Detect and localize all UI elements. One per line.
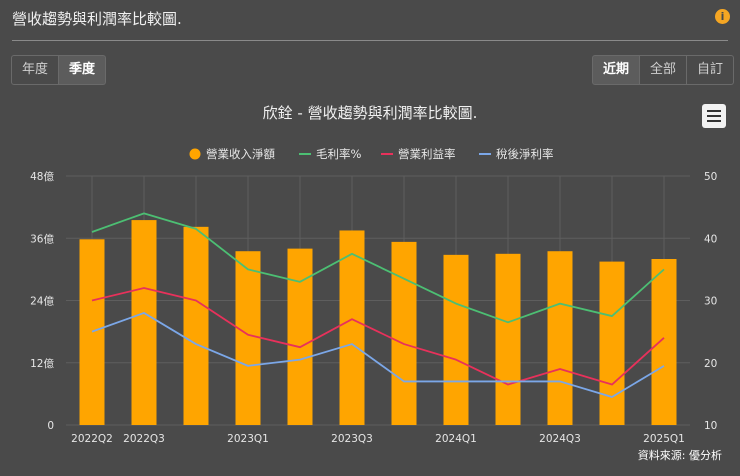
info-icon[interactable]: i [715, 9, 730, 24]
x-tick-3: 2023Q1 [227, 433, 269, 445]
y-left-tick-4: 48億 [30, 170, 54, 183]
revenue-bar-4 [287, 248, 313, 425]
revenue-bar-9 [547, 251, 573, 425]
revenue-bar-5 [339, 230, 365, 425]
tab-custom[interactable]: 自訂 [686, 55, 734, 85]
y-right-tick-2: 30 [704, 296, 717, 308]
page-title: 營收趨勢與利潤率比較圖. [12, 10, 182, 28]
x-tick-11: 2025Q1 [643, 433, 685, 445]
tab-all[interactable]: 全部 [639, 55, 687, 85]
x-tick-5: 2023Q3 [331, 433, 373, 445]
revenue-bar-7 [443, 254, 469, 425]
legend-label-0: 營業收入淨額 [206, 147, 275, 161]
hamburger-menu-icon[interactable] [702, 104, 726, 128]
y-right-tick-3: 40 [704, 233, 717, 245]
source-credit: 資料來源: 優分析 [638, 448, 722, 462]
x-tick-9: 2024Q3 [539, 433, 581, 445]
header-divider [12, 40, 728, 41]
y-right-tick-0: 10 [704, 420, 717, 432]
revenue-bar-11 [651, 259, 677, 425]
y-left-tick-3: 36億 [30, 232, 54, 245]
operating-margin-line [91, 287, 665, 386]
tab-recent[interactable]: 近期 [591, 55, 640, 85]
net-margin-line [91, 312, 665, 398]
y-left-tick-1: 12億 [30, 357, 54, 370]
legend-label-1: 毛利率% [316, 147, 361, 161]
x-tick-1: 2022Q3 [123, 433, 165, 445]
revenue-bar-1 [131, 220, 157, 425]
legend-label-3: 稅後淨利率 [496, 147, 554, 161]
legend-label-2: 營業利益率 [398, 147, 456, 161]
legend-marker-0 [189, 148, 201, 160]
y-left-tick-2: 24億 [30, 295, 54, 308]
y-right-tick-1: 20 [704, 358, 717, 370]
revenue-bar-0 [79, 239, 105, 425]
tab-quarterly[interactable]: 季度 [59, 55, 107, 85]
revenue-bar-8 [495, 253, 521, 425]
tab-annual[interactable]: 年度 [11, 55, 60, 85]
period-toggle: 年度 季度 [11, 55, 107, 85]
revenue-bar-2 [183, 226, 209, 425]
chart-title: 欣銓 - 營收趨勢與利潤率比較圖. [263, 104, 478, 122]
gross-margin-line [91, 212, 665, 324]
range-toggle: 近期 全部 自訂 [591, 55, 734, 85]
y-left-tick-0: 0 [47, 420, 54, 432]
revenue-bar-10 [599, 261, 625, 425]
revenue-bar-6 [391, 241, 417, 425]
y-right-tick-4: 50 [704, 171, 717, 183]
x-tick-7: 2024Q1 [435, 433, 477, 445]
x-tick-0: 2022Q2 [71, 433, 113, 445]
revenue-bar-3 [235, 251, 261, 425]
